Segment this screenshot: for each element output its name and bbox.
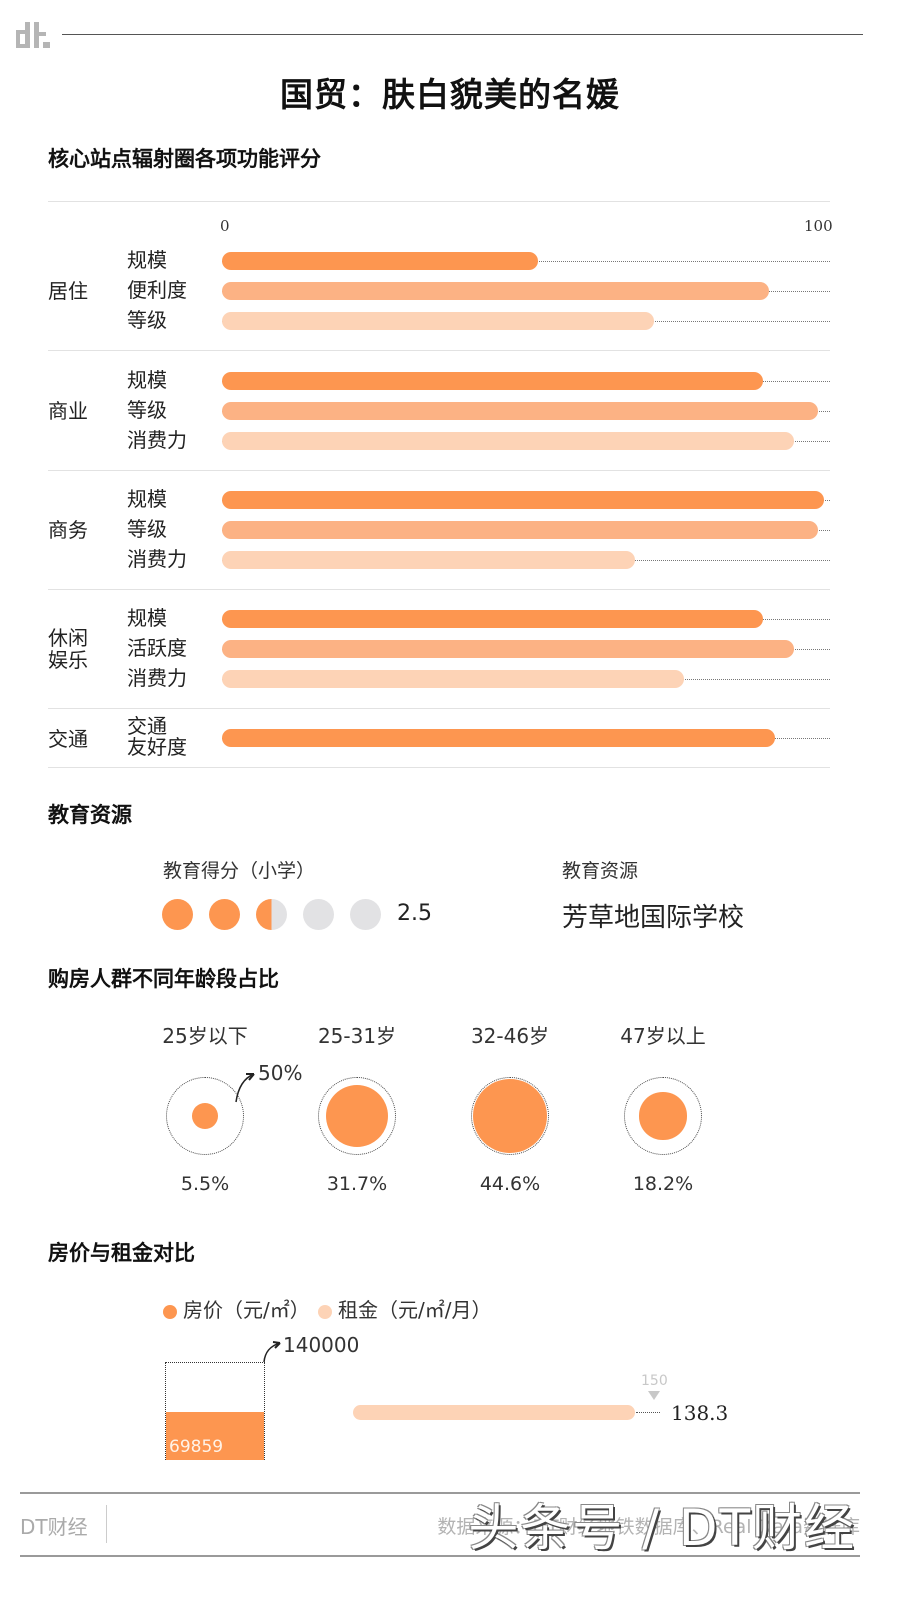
education-score-label: 教育得分（小学）	[163, 860, 316, 882]
divider	[48, 589, 830, 590]
divider	[48, 350, 830, 351]
rent-max-marker-icon	[648, 1391, 660, 1400]
score-bar	[222, 521, 818, 539]
callout-arrow-icon	[235, 1073, 255, 1103]
divider	[48, 708, 830, 709]
rating-dot-empty-icon	[303, 899, 334, 930]
age-group-label: 25-31岁	[317, 1024, 397, 1048]
age-group-label: 32-46岁	[470, 1024, 550, 1048]
education-title: 教育资源	[48, 803, 132, 827]
price-value-label: 69859	[169, 1437, 224, 1457]
rent-max-label: 150	[641, 1373, 668, 1389]
rating-dot-full-icon	[162, 899, 193, 930]
age-share-value: 31.7%	[326, 1173, 388, 1195]
score-bar	[222, 402, 818, 420]
divider	[48, 470, 830, 471]
metric-label: 消费力	[127, 666, 187, 690]
header-rule	[62, 34, 863, 35]
reference-ring	[471, 1077, 549, 1155]
score-bar	[222, 610, 764, 628]
price-section-title: 房价与租金对比	[48, 1241, 195, 1265]
reference-ring	[318, 1077, 396, 1155]
footer-separator	[106, 1505, 107, 1543]
education-score-value: 2.5	[397, 901, 432, 926]
rent-leader-line	[636, 1412, 660, 1413]
metric-label: 便利度	[127, 278, 187, 302]
rating-dot-half-icon	[256, 899, 287, 930]
rating-dot-full-icon	[209, 899, 240, 930]
watermark: 头条号 / DT财经	[468, 1499, 856, 1557]
score-bar	[222, 670, 685, 688]
data-source-note: 数据来源：DT财经地铁数据库、Real Data数据库	[437, 1516, 860, 1538]
metric-label: 消费力	[127, 428, 187, 452]
axis-max-label: 100	[804, 217, 833, 235]
age-share-value: 5.5%	[180, 1173, 230, 1195]
score-bar	[222, 252, 539, 270]
rating-dot-empty-icon	[350, 899, 381, 930]
price-max-label: 140000	[283, 1333, 360, 1357]
page-title: 国贸：肤白貌美的名媛	[280, 75, 620, 114]
reference-ring	[166, 1077, 244, 1155]
category-label: 商务	[48, 518, 88, 542]
legend-rent: 租金（元/㎡/月）	[318, 1294, 491, 1323]
metric-label: 规模	[127, 248, 167, 272]
score-bar	[222, 432, 794, 450]
score-bar	[222, 491, 824, 509]
rent-value-label: 138.3	[671, 1401, 729, 1425]
age-share-bubble	[192, 1103, 218, 1129]
metric-label: 交通 友好度	[127, 714, 187, 759]
footer-bottom-rule	[20, 1555, 860, 1557]
function-score-title: 核心站点辐射圈各项功能评分	[48, 147, 321, 171]
divider	[48, 201, 830, 202]
metric-label: 消费力	[127, 547, 187, 571]
score-bar	[222, 312, 654, 330]
age-section-title: 购房人群不同年龄段占比	[48, 967, 279, 991]
category-label: 休闲 娱乐	[48, 626, 88, 672]
age-group-label: 25岁以下	[162, 1024, 248, 1048]
score-bar	[222, 551, 636, 569]
age-group-label: 47岁以上	[620, 1024, 706, 1048]
category-label: 居住	[48, 279, 88, 303]
metric-label: 规模	[127, 487, 167, 511]
footer-brand: DT财经	[20, 1515, 88, 1539]
age-share-bubble	[473, 1079, 547, 1153]
category-label: 商业	[48, 399, 88, 423]
education-resource-label: 教育资源	[562, 860, 639, 882]
score-bar	[222, 372, 764, 390]
legend-price: 房价（元/㎡）	[163, 1294, 310, 1323]
dt-logo-icon	[16, 22, 50, 48]
metric-label: 等级	[127, 517, 167, 541]
metric-label: 等级	[127, 398, 167, 422]
divider	[48, 767, 830, 768]
axis-min-label: 0	[220, 217, 230, 235]
legend-rent-dot-icon	[318, 1304, 332, 1319]
metric-label: 规模	[127, 368, 167, 392]
age-share-bubble	[325, 1084, 389, 1148]
legend-price-dot-icon	[163, 1304, 177, 1319]
age-share-value: 18.2%	[632, 1173, 694, 1195]
category-label: 交通	[48, 727, 88, 751]
price-bar	[166, 1411, 264, 1460]
callout-arrow-icon	[263, 1341, 281, 1363]
reference-ring	[624, 1077, 702, 1155]
score-bar	[222, 729, 776, 747]
legend-price-label: 房价（元/㎡）	[183, 1298, 310, 1322]
reference-ring-label: 50%	[258, 1061, 303, 1085]
score-bar	[222, 282, 770, 300]
rent-bar	[353, 1405, 636, 1420]
metric-label: 活跃度	[127, 636, 187, 660]
age-share-value: 44.6%	[479, 1173, 541, 1195]
metric-label: 规模	[127, 606, 167, 630]
age-share-bubble	[639, 1092, 687, 1140]
legend-rent-label: 租金（元/㎡/月）	[338, 1298, 492, 1322]
education-resource-value: 芳草地国际学校	[562, 903, 745, 933]
footer-top-rule	[20, 1492, 860, 1494]
score-bar	[222, 640, 794, 658]
metric-label: 等级	[127, 308, 167, 332]
